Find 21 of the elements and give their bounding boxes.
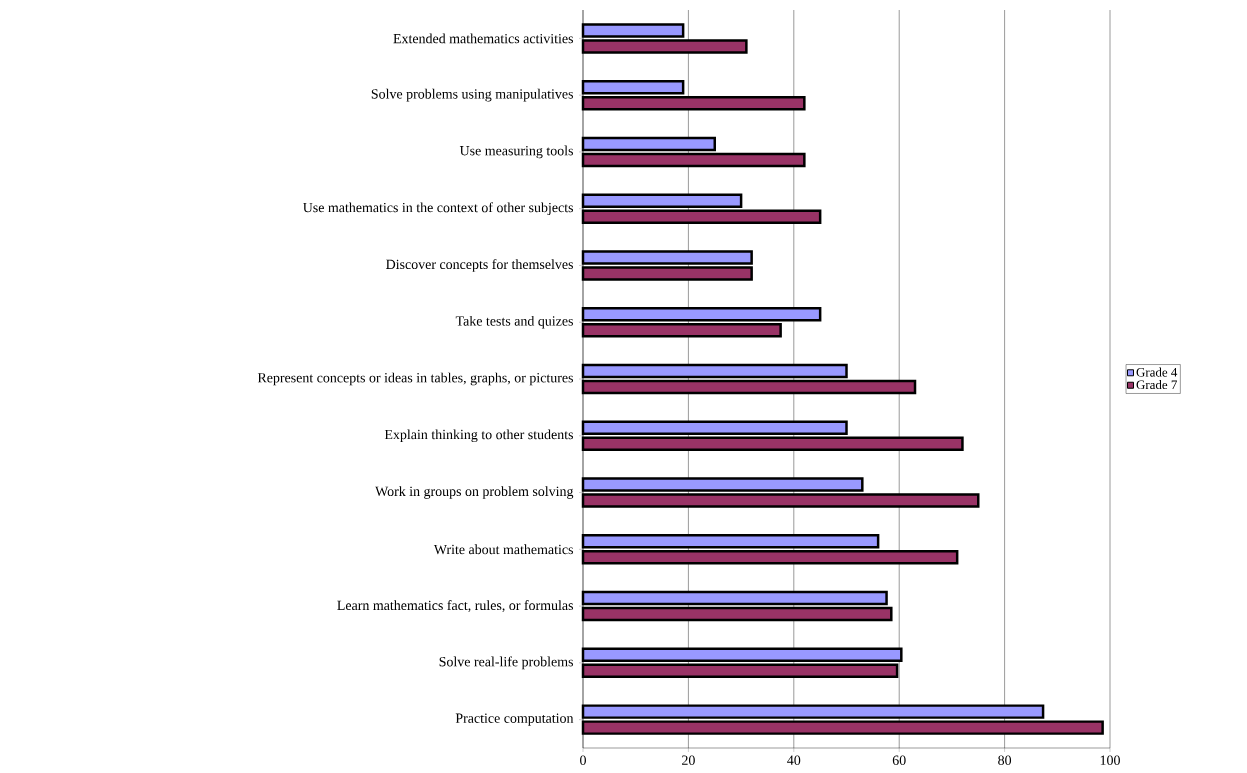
x-tick-label: 0 [580, 755, 586, 765]
legend-label: Grade 7 [1136, 380, 1177, 390]
y-tick-label: Learn mathematics fact, rules, or formulas [337, 600, 574, 613]
y-tick-label: Take tests and quizes [455, 315, 573, 329]
y-tick-label: Represent concepts or ideas in tables, graphs, or pictures [257, 372, 574, 386]
x-tick-label: 100 [1100, 755, 1120, 765]
x-tick-label: 60 [892, 755, 906, 765]
y-tick-label: Work in groups on problem solving [375, 486, 574, 499]
y-tick-label: Use mathematics in the context of other subjects [303, 202, 574, 216]
y-tick-label: Practice computation [455, 713, 574, 726]
x-tick-label: 80 [998, 755, 1012, 765]
y-tick-label: Solve problems using manipulatives [371, 88, 573, 102]
y-tick-label: Use measuring tools [459, 145, 573, 159]
x-tick-label: 20 [682, 755, 695, 765]
y-tick-label: Extended mathematics activities [393, 33, 574, 44]
legend-label: Grade 4 [1136, 367, 1178, 377]
x-tick-label: 40 [787, 755, 801, 765]
y-tick-label: Solve real-life problems [439, 656, 573, 670]
y-tick-label: Explain thinking to other students [384, 429, 573, 443]
y-tick-label: Discover concepts for themselves [386, 259, 573, 272]
y-tick-label: Write about mathematics [433, 544, 573, 555]
